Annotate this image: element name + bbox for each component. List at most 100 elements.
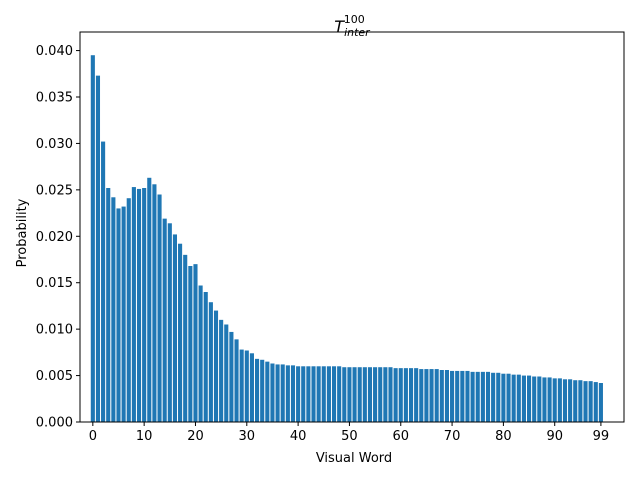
bar-39 [290, 365, 296, 422]
y-tick-label: 0.015 [36, 276, 73, 291]
bar-88 [542, 377, 547, 422]
x-tick-label: 60 [392, 429, 409, 444]
x-tick-label: 0 [89, 429, 97, 444]
x-tick-label: 40 [290, 429, 307, 444]
bar-49 [342, 367, 347, 422]
bar-18 [183, 254, 188, 422]
x-tick-label: 30 [239, 429, 256, 444]
bar-42 [306, 366, 311, 422]
bar-69 [444, 370, 449, 422]
bar-91 [557, 378, 562, 422]
bar-27 [229, 331, 234, 422]
x-tick-label: 50 [341, 429, 358, 444]
bar-19 [188, 266, 193, 422]
bar-78 [491, 372, 496, 422]
bar-95 [578, 380, 583, 422]
bar-38 [285, 365, 290, 422]
bar-23 [208, 302, 213, 422]
bar-47 [331, 366, 337, 422]
bar-74 [470, 371, 475, 422]
bar-68 [439, 370, 444, 422]
bar-92 [562, 379, 568, 422]
bar-67 [434, 369, 439, 422]
bar-64 [419, 369, 424, 422]
y-axis-label: Probability [15, 198, 30, 267]
bar-72 [460, 370, 465, 422]
bar-93 [568, 379, 573, 422]
bar-61 [403, 368, 408, 422]
bar-35 [270, 363, 275, 422]
bar-99 [598, 383, 603, 422]
bar-16 [172, 234, 177, 422]
y-axis-ticks: 0.000 0.005 0.010 0.015 0.020 0.025 0.030 0.035… [36, 44, 80, 431]
plot-frame [79, 31, 625, 423]
bar-48 [337, 366, 342, 422]
bar-21 [198, 285, 203, 422]
bar-90 [552, 378, 557, 422]
bar-28 [234, 339, 239, 422]
bar-44 [316, 366, 321, 422]
bar-66 [429, 369, 434, 422]
bar-37 [280, 364, 285, 422]
y-tick-label: 0.025 [36, 183, 73, 198]
bar-53 [362, 367, 367, 422]
bar-97 [588, 381, 593, 422]
bar-57 [383, 367, 388, 422]
bar-2 [101, 141, 106, 422]
y-tick-label: 0.005 [36, 369, 73, 384]
bar-65 [424, 369, 429, 422]
bar-33 [260, 359, 265, 422]
bar-45 [321, 366, 326, 422]
bar-24 [213, 310, 219, 422]
bar-6 [121, 206, 126, 422]
bar-17 [178, 243, 183, 422]
bar-84 [521, 375, 526, 422]
bar-96 [583, 381, 588, 422]
y-tick-label: 0.010 [36, 323, 73, 338]
bar-98 [593, 382, 598, 422]
bar-73 [465, 370, 470, 422]
bar-13 [157, 194, 162, 422]
x-axis-ticks: 0 10 20 30 40 50 60 70 80 90 99 [89, 422, 609, 444]
bar-62 [408, 368, 414, 422]
x-tick-label: 10 [136, 429, 153, 444]
bar-46 [326, 366, 331, 422]
bar-32 [255, 358, 260, 422]
bar-40 [296, 366, 301, 422]
y-tick-label: 0.030 [36, 137, 73, 152]
bar-1 [95, 75, 101, 422]
x-tick-label: 20 [187, 429, 204, 444]
bar-7 [126, 198, 131, 422]
bars-group [90, 55, 603, 423]
bar-50 [347, 367, 352, 422]
bar-0 [90, 55, 95, 423]
bar-59 [393, 368, 398, 422]
bar-55 [373, 367, 378, 422]
bar-80 [501, 373, 506, 422]
chart-title-base: T [334, 17, 345, 36]
x-tick-label: 99 [593, 429, 610, 444]
bar-81 [506, 373, 511, 422]
x-tick-label: 70 [444, 429, 461, 444]
bar-36 [275, 364, 280, 422]
bar-43 [311, 366, 316, 422]
bar-87 [537, 376, 542, 422]
bar-82 [511, 374, 516, 422]
chart-title-superscript: 100 [344, 13, 365, 26]
bar-29 [239, 349, 244, 422]
bar-34 [265, 361, 270, 422]
bar-52 [357, 367, 362, 422]
bar-5 [116, 208, 121, 422]
bar-14 [162, 218, 167, 422]
bar-63 [414, 368, 419, 422]
bar-30 [244, 350, 249, 422]
y-tick-label: 0.040 [36, 44, 73, 59]
bar-60 [398, 368, 403, 422]
bar-71 [455, 370, 460, 422]
bar-8 [131, 187, 136, 422]
bar-89 [547, 377, 552, 422]
bar-26 [224, 324, 229, 422]
bar-79 [496, 372, 501, 422]
bar-41 [301, 366, 306, 422]
